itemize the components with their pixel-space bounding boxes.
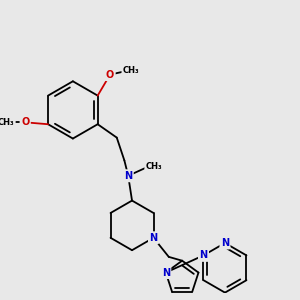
Text: N: N	[162, 268, 170, 278]
Text: O: O	[106, 70, 114, 80]
Text: N: N	[124, 171, 132, 181]
Text: N: N	[200, 250, 208, 260]
Text: N: N	[149, 233, 158, 243]
Text: CH₃: CH₃	[123, 66, 140, 75]
Text: CH₃: CH₃	[146, 162, 162, 171]
Text: N: N	[221, 238, 229, 248]
Text: CH₃: CH₃	[0, 118, 14, 127]
Text: O: O	[21, 117, 29, 127]
